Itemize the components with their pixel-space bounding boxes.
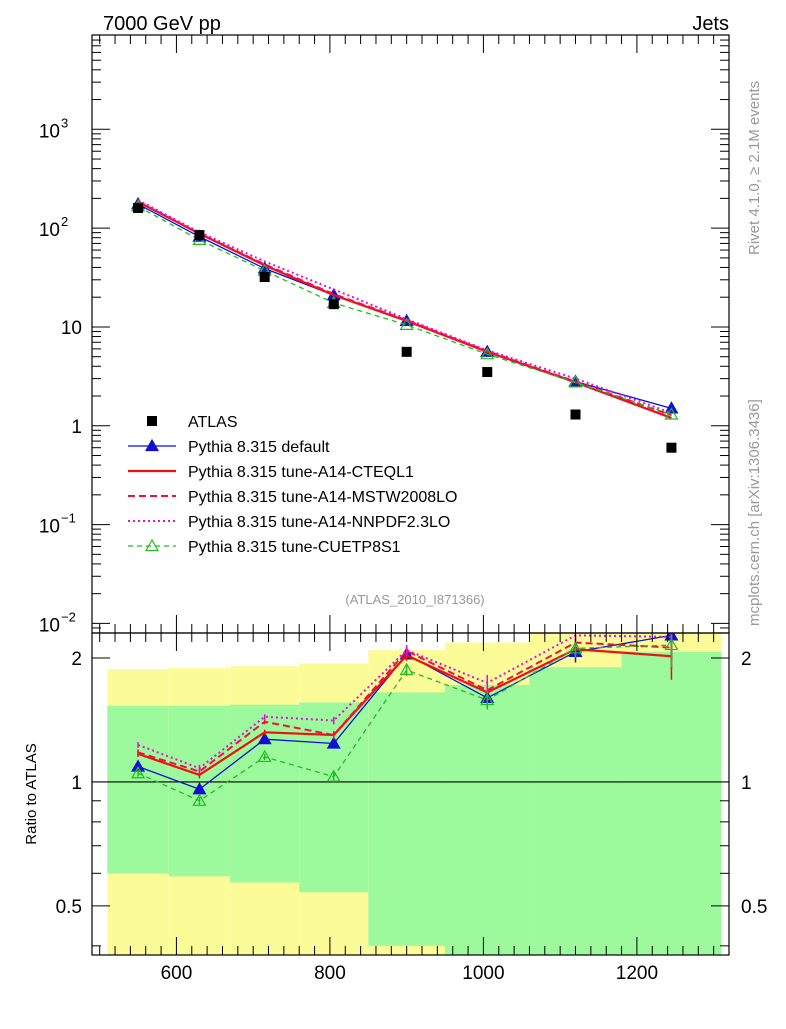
x-tick-label: 800 [314,963,346,984]
ratio-y-tick-label-right: 1 [741,773,752,794]
header-energy: 7000 GeV pp [103,13,221,35]
ratio-y-tick-label-right: 2 [741,649,752,670]
ratio-line-mstw [137,641,672,773]
atlas-data-points [133,202,677,453]
band-inner-bin [368,692,446,946]
main-line-nnpdf [137,199,672,414]
atlas-point [259,272,270,283]
main-marker-cuetp8s1 [568,375,583,388]
ratio-y-axis-label: Ratio to ATLAS [23,743,40,844]
legend-label: Pythia 8.315 tune-A14-NNPDF2.3LO [188,514,450,531]
band-inner-bin [621,651,722,955]
main-line-default [137,203,672,409]
atlas-point [133,202,144,213]
ratio-line-cuetp8s1 [137,644,672,802]
main-y-tick-label: 10 [39,121,60,142]
main-marker-cuetp8s1 [664,407,679,420]
x-tick-label: 600 [161,963,193,984]
legend-marker-default [144,438,160,452]
main-y-tick-exponent: 2 [61,214,68,229]
main-y-tick-exponent: −2 [61,609,76,624]
band-inner-bin [107,705,169,874]
rivet-version-label: Rivet 4.1.0, ≥ 2.1M events [746,81,763,255]
ratio-marker-cuetp8s1 [399,662,414,676]
ratio-y-tick-label: 1 [71,773,82,794]
x-tick-label: 1000 [462,963,504,984]
x-tick-label: 1200 [616,963,658,984]
atlas-point [194,230,205,241]
axis-ticks [92,34,730,955]
legend: ATLAS Pythia 8.315 default Pythia 8.315 tu… [128,414,457,556]
uncertainty-bands [107,633,722,955]
legend-label: Pythia 8.315 tune-A14-MSTW2008LO [188,489,457,506]
atlas-point [570,409,581,420]
legend-label: Pythia 8.315 default [188,439,330,456]
atlas-point [401,346,412,357]
analysis-id-label: (ATLAS_2010_I871366) [345,592,484,607]
atlas-point [328,299,339,310]
ratio-marker-cuetp8s1 [192,793,207,806]
main-y-tick-exponent: 3 [61,115,68,130]
ratio-marker-cuetp8s1 [131,766,146,779]
header-process: Jets [692,13,729,35]
main-y-tick-label: 10 [39,615,60,636]
ratio-marker-cuetp8s1 [480,692,495,706]
ratio-marker-cuetp8s1 [326,769,341,782]
ratio-y-tick-label: 0.5 [56,897,82,918]
ratio-marker-cuetp8s1 [568,641,583,654]
legend-label: ATLAS [188,414,238,431]
ratio-marker-default [326,736,341,749]
band-inner-bin [529,667,622,955]
main-y-tick-label: 10 [39,220,60,241]
atlas-point [666,442,677,453]
ratio-line-default [137,634,672,790]
mcplots-label: mcplots.cern.ch [arXiv:1306.3436] [746,399,763,626]
ratio-series-group [131,633,679,806]
ratio-line-cteql1 [137,648,672,777]
main-y-tick-label: 1 [71,417,82,438]
legend-marker-cuetp8s1 [144,538,160,552]
main-line-cuetp8s1 [137,205,672,416]
legend-marker-atlas [147,416,157,426]
ratio-marker-default [257,732,272,745]
main-y-tick-exponent: −1 [61,511,76,526]
main-y-tick-label: 10 [61,318,82,339]
ratio-y-tick-label: 2 [71,649,82,670]
ratio-marker-cuetp8s1 [664,637,679,651]
atlas-point [482,367,493,378]
main-series-group [131,196,679,420]
main-marker-cuetp8s1 [399,317,414,330]
ratio-marker-cuetp8s1 [257,749,272,763]
band-inner-bin [445,684,530,955]
main-marker-cuetp8s1 [480,346,495,360]
legend-label: Pythia 8.315 tune-CUETP8S1 [188,539,401,556]
legend-label: Pythia 8.315 tune-A14-CTEQL1 [188,464,414,481]
main-line-mstw [137,200,672,417]
main-y-tick-label: 10 [39,517,60,538]
ratio-plot-frame [91,632,730,956]
ratio-y-tick-label-right: 0.5 [741,897,767,918]
